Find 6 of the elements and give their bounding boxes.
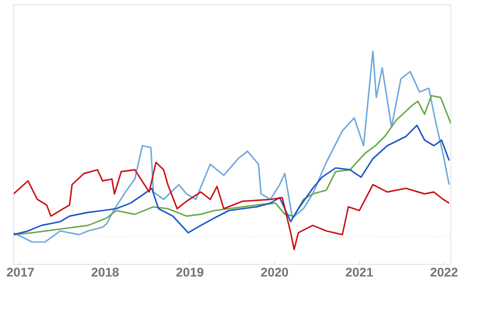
x-tick-label: 2019 — [176, 268, 204, 277]
x-tick-label: 2018 — [92, 268, 119, 277]
x-tick-label: 2021 — [346, 268, 373, 277]
x-tick-label: 2020 — [261, 268, 288, 277]
x-tick-label: 2017 — [6, 268, 34, 277]
x-tick-label: 2022 — [430, 268, 458, 277]
